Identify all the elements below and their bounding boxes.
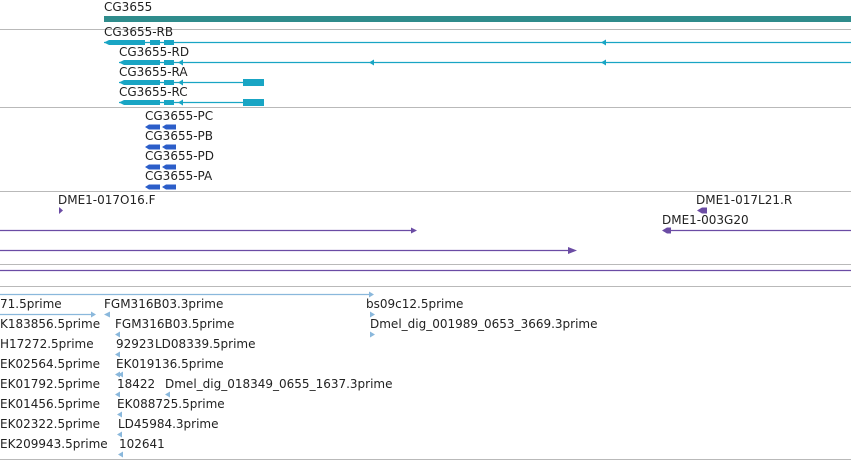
est-label[interactable]: FGM316B03.3prime	[104, 297, 224, 311]
gene-feature-bar[interactable]	[104, 16, 851, 22]
transcript-label[interactable]: CG3655-RC	[119, 85, 188, 99]
est-label[interactable]: K183856.5prime	[0, 317, 101, 331]
strand-arrow	[369, 59, 374, 66]
exon-block[interactable]	[150, 40, 160, 45]
est-end-marker[interactable]	[165, 391, 170, 398]
strand-arrow	[178, 59, 183, 66]
est-end-marker[interactable]	[118, 451, 123, 458]
est-label[interactable]: 92923	[116, 337, 155, 351]
est-label[interactable]: EK019136.5prime	[116, 357, 224, 371]
strand-arrow	[411, 227, 417, 234]
clone-label[interactable]: DME1-017L21.R	[696, 193, 793, 207]
est-label[interactable]: LD08339.5prime	[155, 337, 256, 351]
est-label[interactable]: EK209943.5prime	[0, 437, 108, 451]
protein-label[interactable]: CG3655-PB	[145, 129, 214, 143]
est-label[interactable]: Dmel_dig_018349_0655_1637.3prime	[165, 377, 393, 391]
exon-block[interactable]	[164, 100, 174, 105]
clone-features[interactable]	[0, 207, 851, 272]
est-label[interactable]: bs09c12.5prime	[366, 297, 464, 311]
transcript-label[interactable]: CG3655-RD	[119, 45, 190, 59]
protein-block[interactable]	[162, 164, 176, 170]
est-label[interactable]: H17272.5prime	[0, 337, 94, 351]
strand-arrow	[601, 39, 606, 46]
protein-features[interactable]	[145, 124, 176, 190]
est-label[interactable]: Dmel_dig_001989_0653_3669.3prime	[370, 317, 598, 331]
est-label[interactable]: LD45984.3prime	[118, 417, 219, 431]
protein-label[interactable]: CG3655-PC	[145, 109, 214, 123]
protein-block[interactable]	[162, 184, 176, 190]
est-end-marker[interactable]	[370, 331, 375, 338]
clone-end-marker[interactable]	[662, 227, 671, 234]
protein-block[interactable]	[145, 144, 160, 150]
est-end-marker[interactable]	[117, 411, 122, 418]
exon-block[interactable]	[164, 40, 174, 45]
strand-arrow	[178, 99, 183, 106]
est-end-marker[interactable]	[115, 351, 120, 358]
protein-label[interactable]: CG3655-PD	[145, 149, 215, 163]
exon-block[interactable]	[119, 80, 160, 85]
exon-block[interactable]	[243, 79, 264, 86]
est-label[interactable]: EK02564.5prime	[0, 357, 101, 371]
gene-label[interactable]: CG3655	[104, 0, 153, 14]
est-label[interactable]: FGM316B03.5prime	[115, 317, 235, 331]
est-end-marker[interactable]	[118, 371, 123, 378]
clone-end-marker[interactable]	[697, 207, 707, 214]
est-label[interactable]: EK02322.5prime	[0, 417, 101, 431]
clone-label[interactable]: DME1-017O16.F	[58, 193, 156, 207]
exon-block[interactable]	[164, 60, 174, 65]
protein-label[interactable]: CG3655-PA	[145, 169, 213, 183]
strand-arrow	[91, 311, 96, 318]
strand-arrow	[568, 247, 577, 254]
transcript-features[interactable]	[104, 39, 851, 107]
exon-block[interactable]	[164, 80, 174, 85]
est-end-marker[interactable]	[104, 311, 110, 318]
exon-block[interactable]	[119, 60, 160, 65]
clone-label[interactable]: DME1-003G20	[662, 213, 749, 227]
strand-arrow	[369, 291, 374, 298]
est-end-marker[interactable]	[117, 431, 122, 438]
strand-arrow	[601, 59, 606, 66]
protein-block[interactable]	[162, 124, 176, 130]
exon-block[interactable]	[243, 99, 264, 106]
est-end-marker[interactable]	[115, 371, 120, 378]
strand-arrow	[178, 79, 183, 86]
est-label[interactable]: 71.5prime	[0, 297, 62, 311]
est-end-marker[interactable]	[370, 311, 375, 318]
transcript-label[interactable]: CG3655-RA	[119, 65, 188, 79]
protein-block[interactable]	[145, 184, 160, 190]
transcript-label[interactable]: CG3655-RB	[104, 25, 174, 39]
est-label[interactable]: 18422	[117, 377, 156, 391]
est-end-marker[interactable]	[115, 331, 120, 338]
exon-block[interactable]	[104, 40, 145, 45]
est-end-marker[interactable]	[115, 391, 120, 398]
est-features[interactable]	[0, 291, 375, 458]
est-label[interactable]: EK088725.5prime	[117, 397, 225, 411]
est-label[interactable]: EK01456.5prime	[0, 397, 101, 411]
protein-block[interactable]	[145, 124, 160, 130]
exon-block[interactable]	[119, 100, 160, 105]
clone-end-marker[interactable]	[59, 207, 63, 214]
est-label[interactable]: EK01792.5prime	[0, 377, 101, 391]
protein-block[interactable]	[145, 164, 160, 170]
est-label[interactable]: 102641	[119, 437, 165, 451]
protein-block[interactable]	[162, 144, 176, 150]
